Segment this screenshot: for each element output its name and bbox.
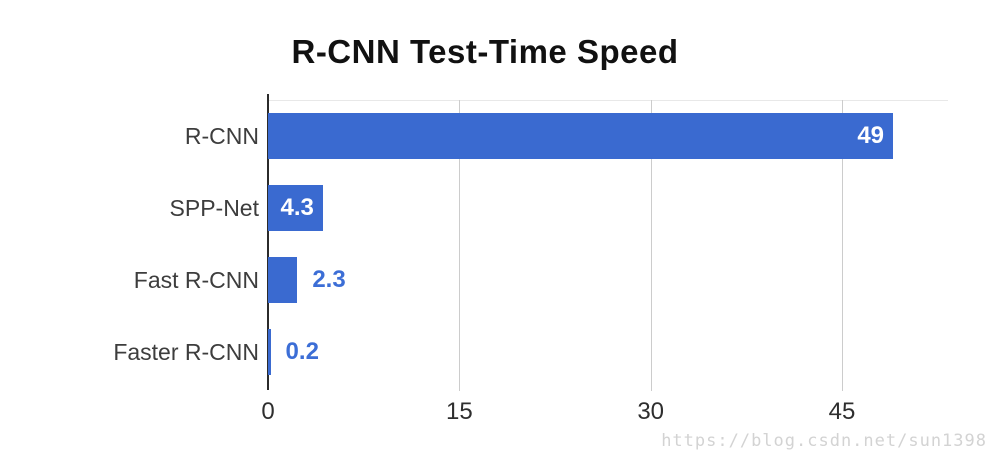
chart-title: R-CNN Test-Time Speed: [291, 33, 679, 70]
value-label: 0.2: [285, 338, 319, 365]
plot-top-border: [268, 100, 948, 101]
x-tick-label: 0: [261, 398, 275, 425]
bar-spp-net: [268, 185, 323, 231]
gridline-45: [842, 100, 844, 391]
value-label: 4.3: [280, 194, 314, 221]
gridline-15: [459, 100, 461, 391]
x-tick-label: 30: [637, 398, 665, 425]
category-label: Fast R-CNN: [133, 267, 259, 293]
category-label: SPP-Net: [169, 195, 259, 221]
gridline-30: [650, 100, 652, 391]
value-label: 2.3: [312, 266, 346, 293]
category-label: Faster R-CNN: [113, 339, 259, 365]
x-tick-label: 45: [828, 398, 856, 425]
watermark: https://blog.csdn.net/sun1398: [661, 431, 987, 451]
y-axis-line: [267, 94, 269, 390]
category-label: R-CNN: [184, 123, 259, 149]
value-label: 49: [857, 122, 885, 149]
bar-r-cnn: [268, 113, 894, 159]
x-tick-label: 15: [445, 398, 473, 425]
bar-fast-r-cnn: [268, 257, 298, 303]
bar-faster-r-cnn: [268, 329, 271, 375]
